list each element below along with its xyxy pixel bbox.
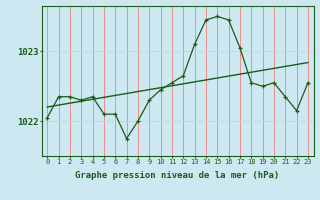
X-axis label: Graphe pression niveau de la mer (hPa): Graphe pression niveau de la mer (hPa): [76, 171, 280, 180]
